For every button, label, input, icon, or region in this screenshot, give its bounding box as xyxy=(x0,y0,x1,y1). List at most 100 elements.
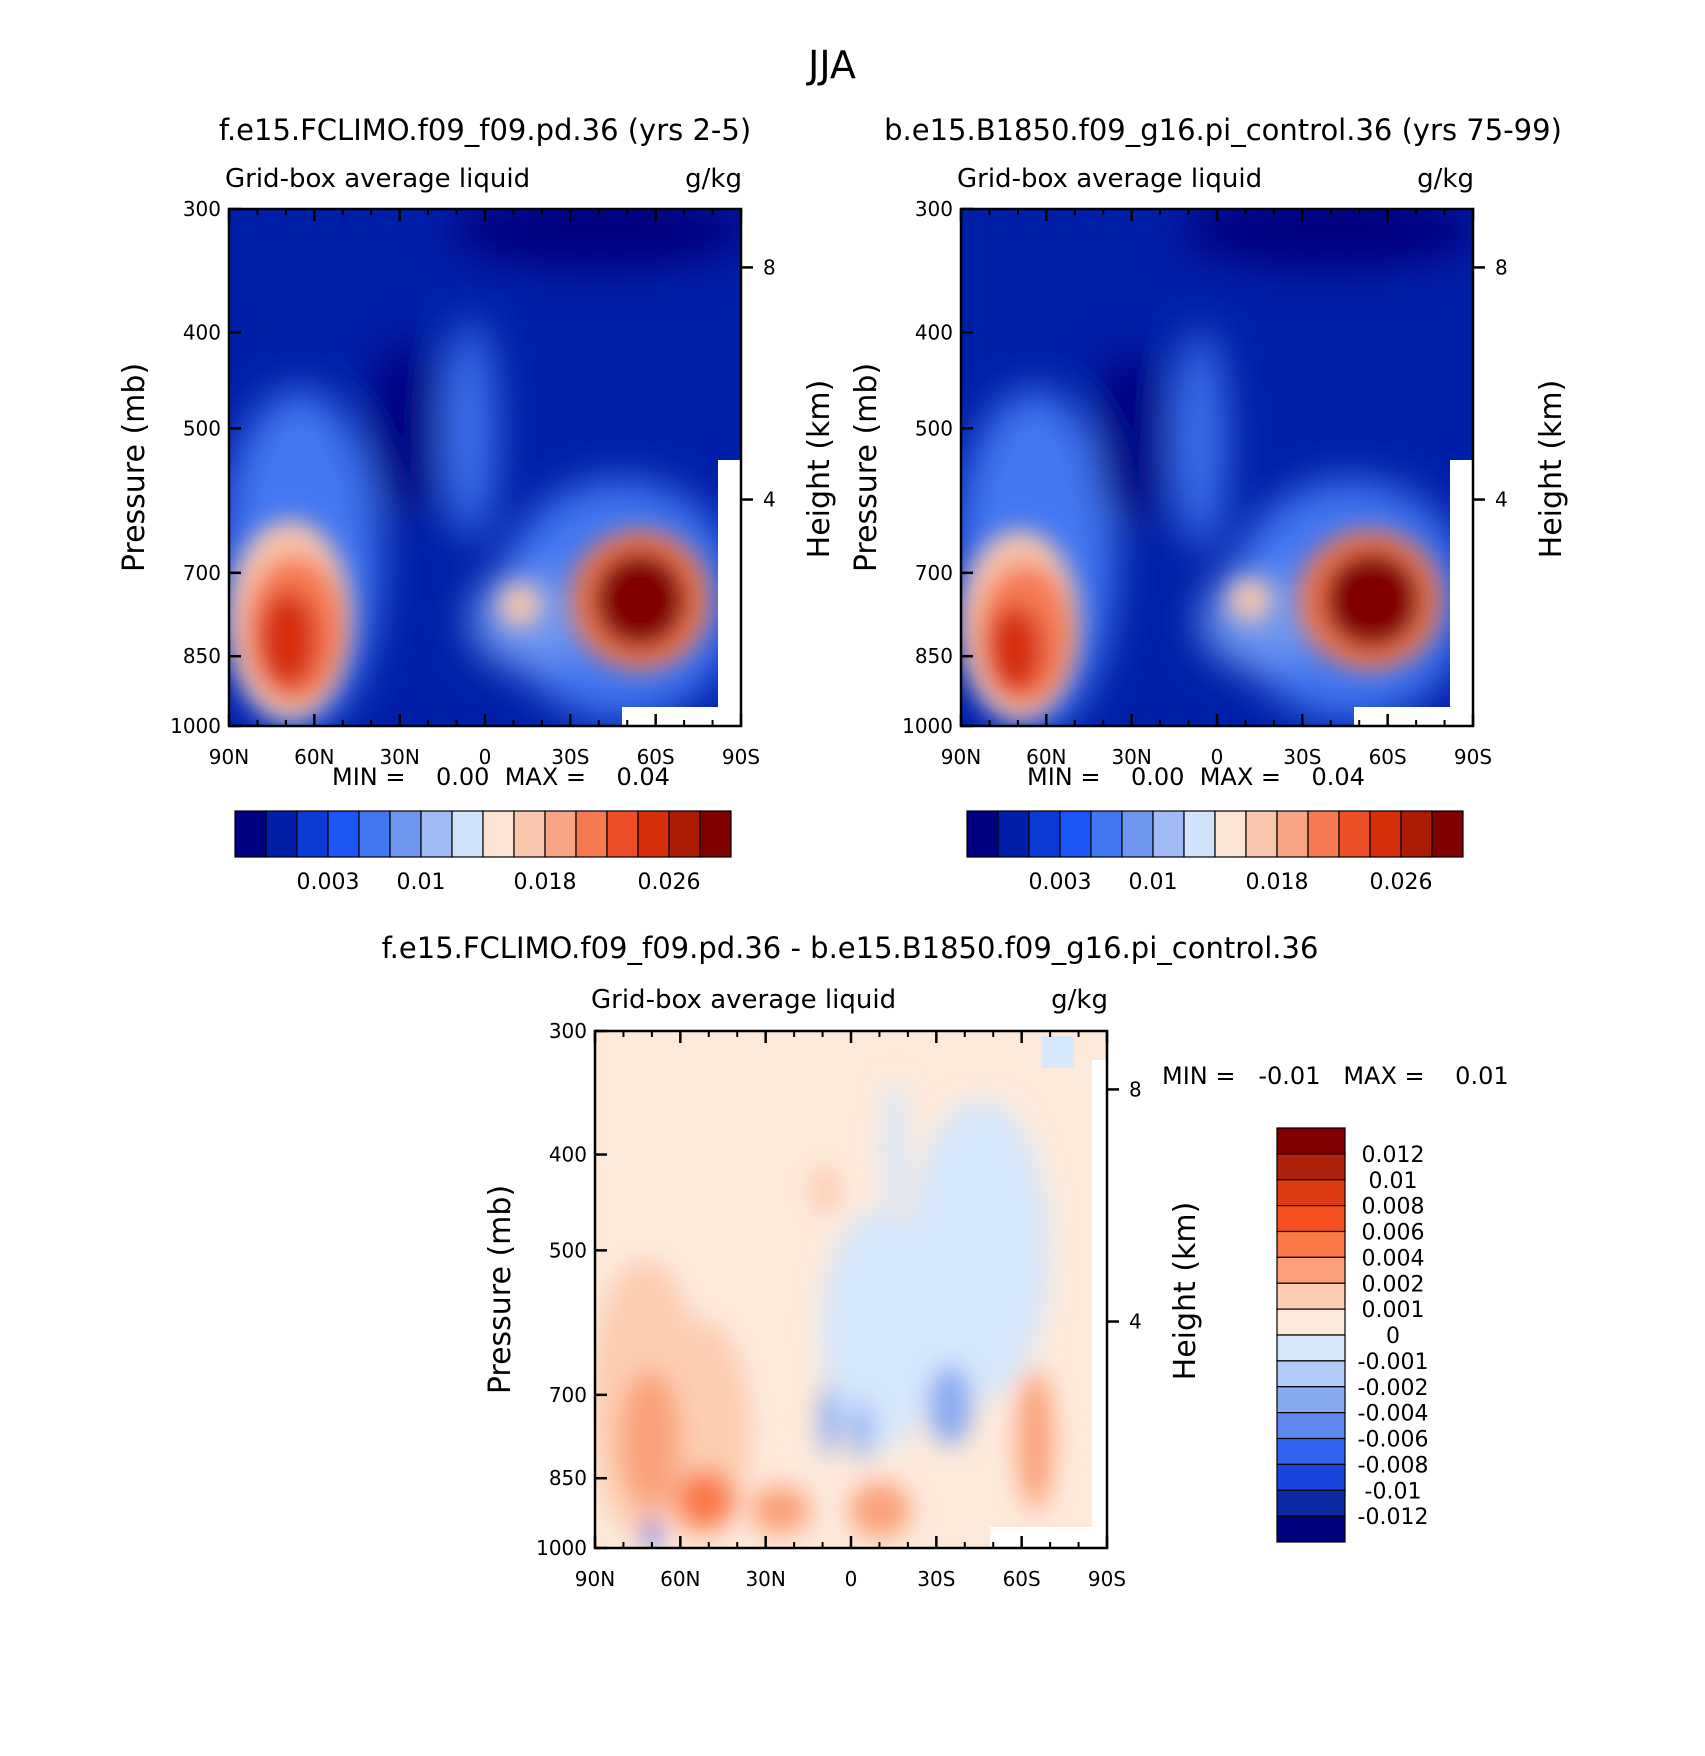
x-tick-label: 0 xyxy=(1211,745,1224,769)
axes-frame: 90N 60N 30N 0 30S 60S 90S 300 400 500 700 850 1000 8 4… xyxy=(117,197,837,769)
colorbar-tick-label: -0.008 xyxy=(1358,1453,1429,1478)
y-tick-label: 500 xyxy=(915,416,953,440)
min-max-label: MIN = 0.00 MAX = 0.04 xyxy=(1027,763,1365,791)
y-tick-label: 400 xyxy=(549,1143,587,1167)
contour-neg-60n xyxy=(644,1519,660,1548)
colorbar-box xyxy=(327,810,360,858)
colorbar-box xyxy=(668,810,701,858)
contour-dry-upper xyxy=(1180,209,1473,270)
colorbar-tick-label: 0.018 xyxy=(1246,870,1309,895)
colorbar-box xyxy=(1059,810,1092,858)
colorbar-box xyxy=(1338,810,1371,858)
colorbar-box xyxy=(296,810,329,858)
y-tick-label: 300 xyxy=(915,197,953,221)
colorbar-box xyxy=(1276,1463,1346,1491)
colorbar-tick-label: 0.018 xyxy=(514,870,577,895)
season-title: JJA xyxy=(806,43,856,87)
colorbar-box xyxy=(1276,1515,1346,1543)
y-tick-label: 1000 xyxy=(536,1536,587,1560)
colorbar-tick-label: -0.002 xyxy=(1358,1376,1429,1401)
contour-sh-peak xyxy=(1322,550,1422,650)
colorbar-box xyxy=(1276,1230,1346,1258)
x-tick-label: 90N xyxy=(575,1567,615,1591)
contour-dry-nh xyxy=(1095,350,1165,530)
colorbar: 0.003 0.01 0.018 0.026 xyxy=(234,810,732,895)
colorbar-box xyxy=(1028,810,1061,858)
contour-dry-nh xyxy=(370,340,440,520)
colorbar-tick-label: 0.002 xyxy=(1362,1272,1425,1297)
contour-itcz xyxy=(445,320,495,540)
colorbar-tick-label: 0.004 xyxy=(1362,1246,1425,1271)
colorbar-box xyxy=(1276,1205,1346,1233)
colorbar-box xyxy=(1276,1437,1346,1465)
missing-data-mask xyxy=(1450,460,1473,726)
x-tick-label: 90S xyxy=(1454,745,1492,769)
y-tick-label: 850 xyxy=(915,644,953,668)
panel-title: b.e15.B1850.f09_g16.pi_control.36 (yrs 7… xyxy=(884,113,1562,147)
colorbar-box xyxy=(1369,810,1402,858)
colorbar-box xyxy=(1276,810,1309,858)
colorbar-box xyxy=(1276,1489,1346,1517)
panel-title: f.e15.FCLIMO.f09_f09.pd.36 - b.e15.B1850… xyxy=(382,931,1319,965)
y2-axis-label: Height (km) xyxy=(1534,380,1569,559)
colorbar-tick-label: -0.01 xyxy=(1365,1479,1422,1504)
missing-data-mask xyxy=(1354,707,1473,726)
contour-field xyxy=(229,209,741,726)
colorbar-box xyxy=(1276,1282,1346,1310)
colorbar-tick-label: -0.012 xyxy=(1358,1505,1429,1530)
x-tick-label: 60N xyxy=(294,745,334,769)
colorbar-box xyxy=(637,810,670,858)
min-max-label: MIN = 0.00 MAX = 0.04 xyxy=(332,763,670,791)
contour-nh-peak xyxy=(258,590,318,690)
colorbar-box xyxy=(606,810,639,858)
x-tick-label: 60S xyxy=(1369,745,1407,769)
y-axis-label: Pressure (mb) xyxy=(117,363,152,572)
y-tick-label: 500 xyxy=(183,416,221,440)
y-tick-label: 400 xyxy=(183,321,221,345)
y2-tick-label: 4 xyxy=(1495,488,1508,512)
x-tick-label: 60N xyxy=(660,1567,700,1591)
colorbar-box xyxy=(1090,810,1123,858)
y-tick-label: 850 xyxy=(549,1466,587,1490)
colorbar-box xyxy=(451,810,484,858)
colorbar-box xyxy=(1152,810,1185,858)
x-tick-label: 30S xyxy=(917,1567,955,1591)
colorbar-tick-label: 0.026 xyxy=(1370,870,1433,895)
axes-frame: 90N 60N 30N 0 30S 60S 90S 300 400 500 700 850 1000 8 4… xyxy=(849,197,1569,769)
missing-data-mask xyxy=(1092,1060,1107,1548)
panel-top-right: b.e15.B1850.f09_g16.pi_control.36 (yrs 7… xyxy=(849,113,1569,895)
y-tick-label: 400 xyxy=(915,321,953,345)
colorbar-box xyxy=(420,810,453,858)
colorbar-box xyxy=(234,810,267,858)
panel-subtitle-right: g/kg xyxy=(685,164,742,194)
x-tick-label: 30S xyxy=(1283,745,1321,769)
contour-sh-peak xyxy=(592,550,688,650)
colorbar-tick-label: 0.01 xyxy=(397,870,446,895)
y2-tick-label: 8 xyxy=(763,255,776,279)
contour-stratocumulus xyxy=(1228,578,1272,622)
colorbar-box xyxy=(1276,1256,1346,1284)
x-tick-label: 0 xyxy=(479,745,492,769)
contour-pos-nh-strong xyxy=(620,1370,680,1510)
contour-field xyxy=(961,209,1473,726)
x-tick-label: 60N xyxy=(1026,745,1066,769)
missing-data-mask xyxy=(718,460,741,726)
min-max-label: MIN = -0.01 MAX = 0.01 xyxy=(1162,1062,1509,1090)
y2-tick-label: 8 xyxy=(1129,1077,1142,1101)
colorbar-tick-label: 0.012 xyxy=(1362,1143,1425,1168)
colorbar-box xyxy=(1183,810,1216,858)
colorbar-box xyxy=(997,810,1030,858)
colorbar-box xyxy=(1214,810,1247,858)
y-tick-label: 300 xyxy=(183,197,221,221)
x-tick-label: 90N xyxy=(941,745,981,769)
contour-dry-upper xyxy=(450,209,741,270)
colorbar-box xyxy=(544,810,577,858)
contour-nh-peak xyxy=(987,605,1043,695)
colorbar-box xyxy=(1431,810,1464,858)
colorbar-tick-label: 0.003 xyxy=(1029,870,1092,895)
contour-pos-60s xyxy=(1017,1370,1053,1510)
colorbar-box xyxy=(966,810,999,858)
colorbar-tick-label: 0.008 xyxy=(1362,1195,1425,1220)
y2-tick-label: 4 xyxy=(1129,1310,1142,1334)
colorbar-tick-label: -0.006 xyxy=(1358,1428,1429,1453)
